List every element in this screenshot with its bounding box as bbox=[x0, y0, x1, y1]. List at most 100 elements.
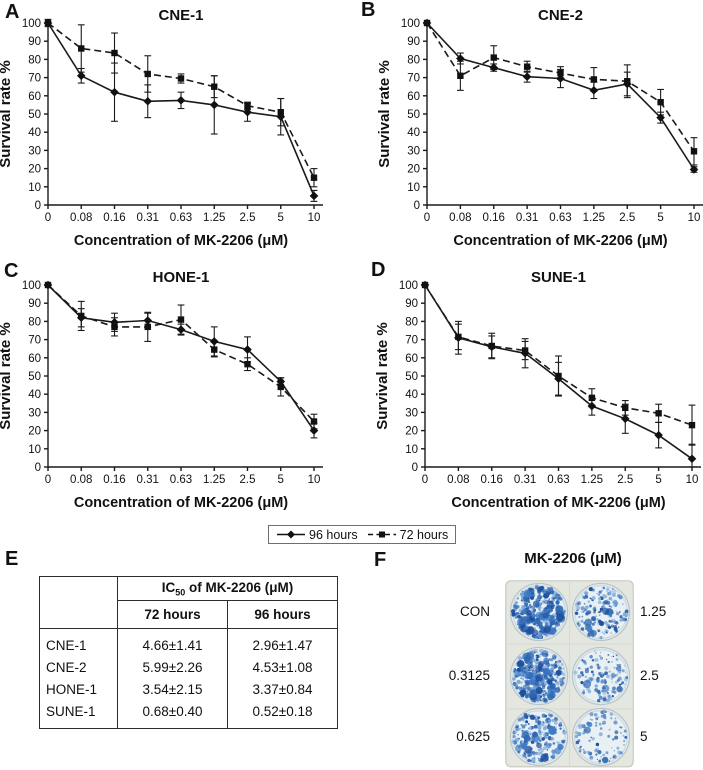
markers-96-hours bbox=[43, 280, 319, 435]
svg-text:Concentration of MK-2206 (μM): Concentration of MK-2206 (μM) bbox=[74, 233, 288, 249]
svg-text:70: 70 bbox=[407, 73, 420, 85]
svg-text:0.63: 0.63 bbox=[549, 212, 571, 224]
markers-72-hours bbox=[44, 281, 318, 425]
svg-text:Survival rate %: Survival rate % bbox=[376, 60, 393, 168]
svg-text:30: 30 bbox=[28, 407, 41, 419]
series-72-hours bbox=[424, 284, 696, 446]
svg-text:50: 50 bbox=[407, 109, 420, 121]
svg-text:40: 40 bbox=[28, 389, 41, 401]
svg-text:HONE-1: HONE-1 bbox=[153, 269, 210, 286]
svg-text:0.31: 0.31 bbox=[137, 474, 159, 486]
well-label: 0.3125 bbox=[448, 668, 490, 683]
series-96-hours bbox=[426, 22, 698, 173]
markers-96-hours bbox=[422, 18, 699, 174]
svg-text:Survival rate %: Survival rate % bbox=[0, 60, 14, 168]
svg-text:0.63: 0.63 bbox=[170, 474, 192, 486]
series-72-hours bbox=[426, 22, 698, 166]
svg-text:90: 90 bbox=[28, 36, 41, 48]
svg-text:70: 70 bbox=[28, 73, 41, 85]
table-corner-cell bbox=[39, 600, 118, 629]
svg-text:1.25: 1.25 bbox=[203, 474, 225, 486]
svg-text:40: 40 bbox=[28, 127, 41, 139]
svg-text:10: 10 bbox=[686, 474, 699, 486]
svg-text:1.25: 1.25 bbox=[583, 212, 605, 224]
svg-text:40: 40 bbox=[405, 389, 418, 401]
cell-line-name: CNE-2 bbox=[39, 656, 118, 678]
table-row: CNE-2 5.99±2.26 4.53±1.08 bbox=[39, 656, 338, 678]
svg-text:5: 5 bbox=[657, 212, 663, 224]
well-label: 5 bbox=[640, 729, 648, 744]
svg-text:SUNE-1: SUNE-1 bbox=[531, 269, 586, 286]
svg-text:100: 100 bbox=[401, 18, 420, 30]
svg-text:50: 50 bbox=[28, 109, 41, 121]
svg-text:0.31: 0.31 bbox=[514, 474, 536, 486]
svg-text:0.16: 0.16 bbox=[481, 474, 503, 486]
svg-text:80: 80 bbox=[405, 316, 418, 328]
svg-text:CNE-2: CNE-2 bbox=[538, 7, 583, 24]
svg-text:CNE-1: CNE-1 bbox=[158, 7, 203, 24]
svg-text:80: 80 bbox=[28, 316, 41, 328]
panel-letter-a: A bbox=[5, 1, 20, 23]
legend-entry-label: 72 hours bbox=[399, 527, 449, 542]
survival-chart-cne-1: 0 10 20 30 40 50 60 70 80 90 100 0 0.08 0.16 0.31 0.63 1… bbox=[0, 7, 323, 249]
svg-text:10: 10 bbox=[405, 444, 418, 456]
panel-letter-d: D bbox=[371, 259, 386, 281]
ic50-96h-value: 4.53±1.08 bbox=[227, 656, 338, 678]
svg-text:0.08: 0.08 bbox=[70, 212, 92, 224]
svg-text:70: 70 bbox=[28, 335, 41, 347]
cell-line-name: SUNE-1 bbox=[39, 700, 118, 729]
well-label: 0.625 bbox=[456, 729, 490, 744]
svg-text:10: 10 bbox=[28, 444, 41, 456]
well-0.3125 bbox=[509, 646, 569, 706]
svg-text:Concentration of MK-2206 (μM): Concentration of MK-2206 (μM) bbox=[74, 495, 288, 511]
cell-line-name: CNE-1 bbox=[39, 628, 118, 656]
survival-chart-cne-2: 0 10 20 30 40 50 60 70 80 90 100 0 0.08 0.16 0.31 0.63 1… bbox=[376, 7, 703, 249]
svg-text:60: 60 bbox=[28, 91, 41, 103]
svg-text:Concentration of MK-2206 (μM): Concentration of MK-2206 (μM) bbox=[451, 495, 665, 511]
svg-text:0.63: 0.63 bbox=[547, 474, 569, 486]
markers-72-hours bbox=[421, 281, 696, 429]
svg-text:80: 80 bbox=[28, 54, 41, 66]
svg-text:90: 90 bbox=[407, 36, 420, 48]
svg-text:2.5: 2.5 bbox=[240, 474, 256, 486]
svg-text:0.16: 0.16 bbox=[103, 212, 125, 224]
svg-text:100: 100 bbox=[22, 18, 41, 30]
svg-text:0.08: 0.08 bbox=[70, 474, 92, 486]
svg-text:30: 30 bbox=[28, 145, 41, 157]
ic50-96h-value: 3.37±0.84 bbox=[227, 678, 338, 700]
svg-text:90: 90 bbox=[28, 298, 41, 310]
svg-text:Survival rate %: Survival rate % bbox=[374, 322, 391, 430]
svg-text:60: 60 bbox=[407, 91, 420, 103]
well-label: CON bbox=[460, 604, 490, 619]
svg-text:5: 5 bbox=[655, 474, 661, 486]
svg-text:0.16: 0.16 bbox=[483, 212, 505, 224]
ic50-96h-value: 2.96±1.47 bbox=[227, 628, 338, 656]
ic50-72h-value: 0.68±0.40 bbox=[142, 703, 203, 719]
markers-96-hours bbox=[43, 18, 319, 201]
survival-chart-hone-1: 0 10 20 30 40 50 60 70 80 90 100 0 0.08 0.16 0.31 0.63 1… bbox=[0, 269, 323, 511]
svg-text:20: 20 bbox=[407, 164, 420, 176]
ic50-72h-value: 4.66±1.41 bbox=[142, 637, 203, 653]
svg-text:1.25: 1.25 bbox=[581, 474, 603, 486]
svg-text:2.5: 2.5 bbox=[617, 474, 633, 486]
table-row: CNE-1 4.66±1.41 2.96±1.47 bbox=[39, 628, 338, 656]
svg-text:10: 10 bbox=[688, 212, 701, 224]
axes bbox=[423, 22, 703, 209]
svg-text:90: 90 bbox=[405, 298, 418, 310]
svg-text:0: 0 bbox=[424, 212, 430, 224]
ic50-96h-value: 0.52±0.18 bbox=[227, 700, 338, 729]
table-header-ic50: IC50 of MK-2206 (μM) bbox=[117, 576, 338, 601]
well-2.5 bbox=[571, 646, 631, 706]
table-row: SUNE-1 0.68±0.40 0.52±0.18 bbox=[39, 700, 338, 729]
svg-text:0.08: 0.08 bbox=[447, 474, 469, 486]
svg-text:60: 60 bbox=[28, 353, 41, 365]
svg-text:0.16: 0.16 bbox=[103, 474, 125, 486]
dashed-line-square-icon bbox=[367, 531, 396, 538]
svg-text:30: 30 bbox=[405, 407, 418, 419]
svg-text:0: 0 bbox=[45, 212, 51, 224]
svg-text:100: 100 bbox=[22, 280, 41, 292]
svg-text:1.25: 1.25 bbox=[203, 212, 225, 224]
svg-text:20: 20 bbox=[405, 426, 418, 438]
svg-text:60: 60 bbox=[405, 353, 418, 365]
